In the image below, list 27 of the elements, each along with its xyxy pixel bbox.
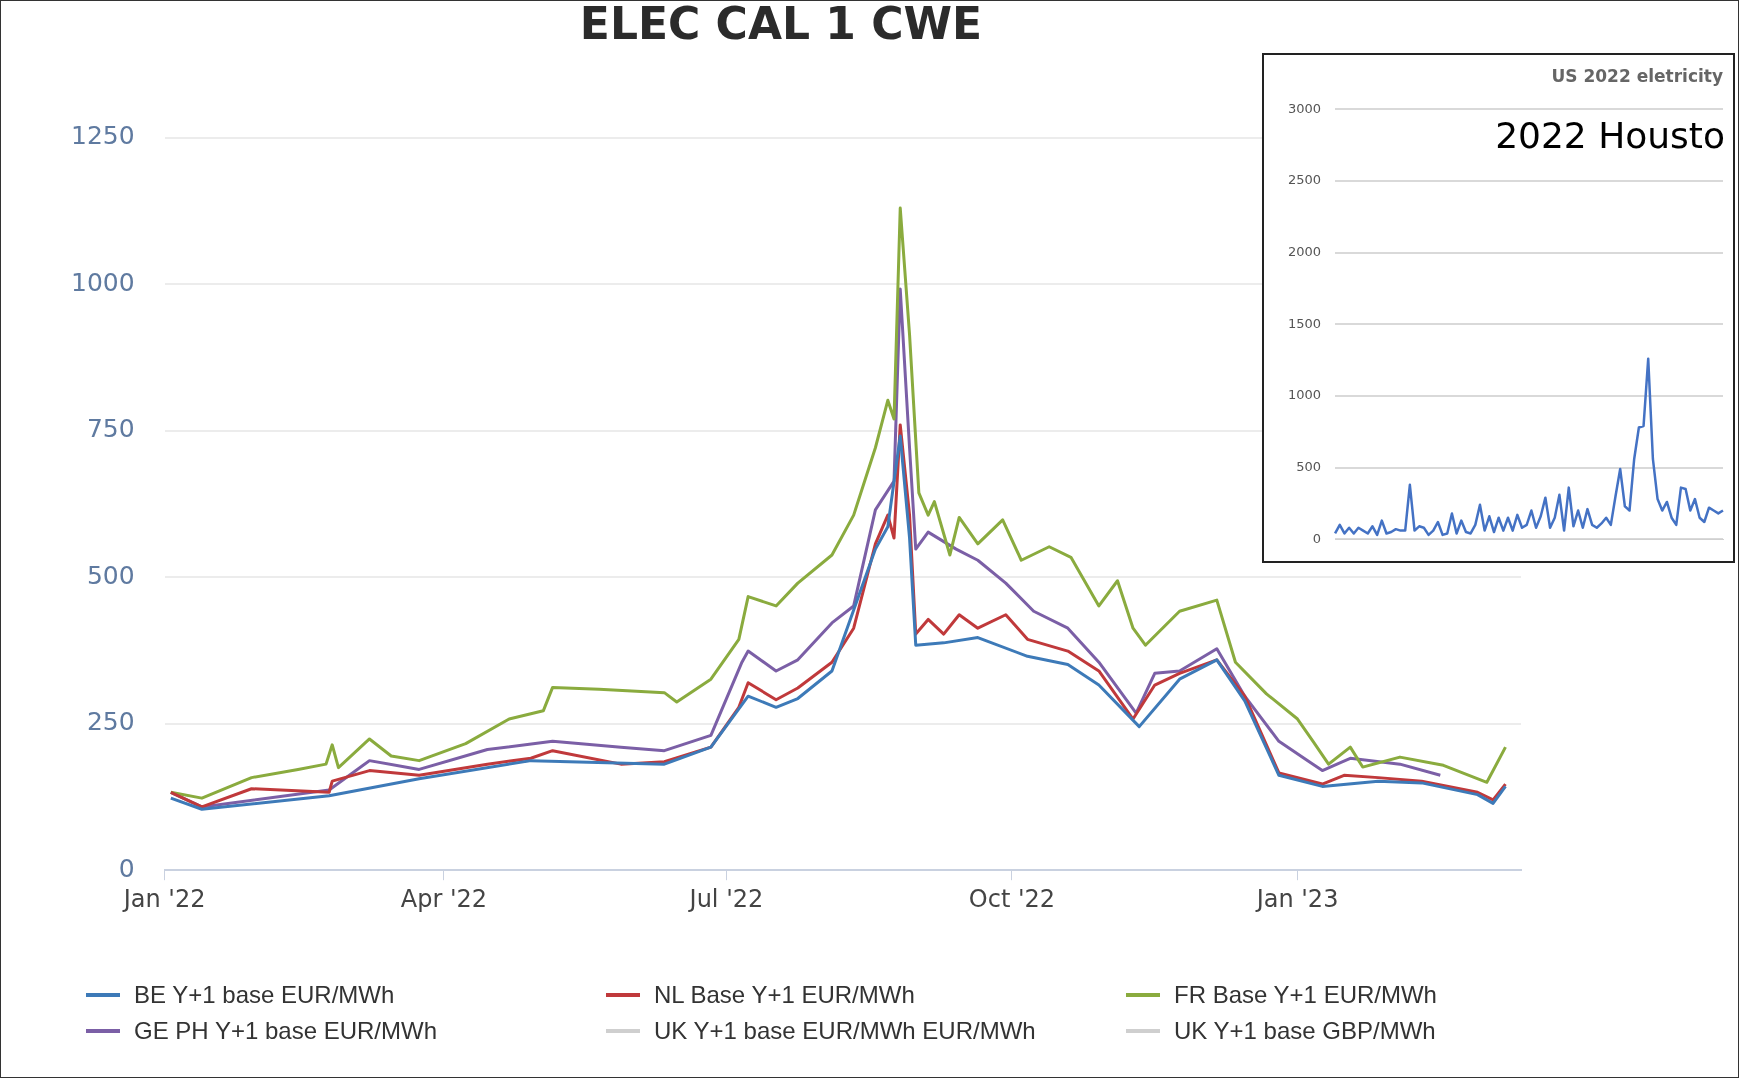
y-tick-label: 500: [1296, 458, 1322, 474]
x-tick-label: Jan '22: [121, 884, 206, 913]
y-tick-label: 250: [86, 707, 135, 737]
chart-title: US 2022 eletricity: [1551, 65, 1723, 86]
legend-label: UK Y+1 base GBP/MWh: [1174, 1017, 1436, 1045]
x-tick-label: Oct '22: [968, 884, 1056, 913]
legend-label: GE PH Y+1 base EUR/MWh: [134, 1017, 437, 1045]
x-tick-label: Apr '22: [400, 884, 488, 913]
legend-label: NL Base Y+1 EUR/MWh: [654, 981, 915, 1009]
y-tick-label: 1000: [1287, 387, 1322, 403]
y-tick-label: 500: [86, 560, 135, 590]
y-tick-label: 2500: [1287, 172, 1322, 188]
chart-title: ELEC CAL 1 CWE: [579, 0, 983, 49]
y-tick-label: 0: [118, 853, 135, 883]
y-tick-label: 2000: [1287, 244, 1322, 260]
y-tick-label: 3000: [1287, 100, 1322, 116]
y-tick-label: 1000: [71, 267, 135, 297]
legend-label: BE Y+1 base EUR/MWh: [134, 981, 395, 1009]
y-tick-label: 1250: [71, 121, 135, 151]
chart-subtitle: 2022 Housto: [1495, 115, 1725, 156]
x-tick-label: Jan '23: [1254, 884, 1339, 913]
legend-label: FR Base Y+1 EUR/MWh: [1174, 981, 1437, 1009]
y-tick-label: 1500: [1287, 315, 1322, 331]
y-tick-label: 0: [1312, 530, 1322, 546]
legend-label: UK Y+1 base EUR/MWh EUR/MWh: [654, 1017, 1036, 1045]
x-tick-label: Jul '22: [687, 884, 764, 913]
y-tick-label: 750: [86, 414, 135, 444]
